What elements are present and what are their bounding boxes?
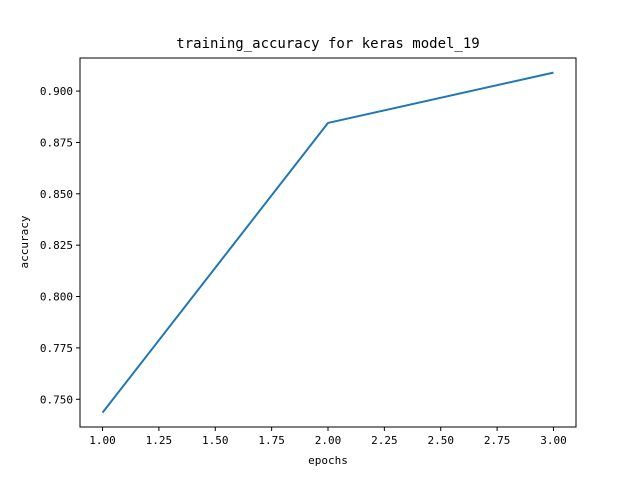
- y-tick-label: 0.775: [40, 342, 73, 355]
- x-tick-label: 1.50: [202, 434, 229, 447]
- x-tick-label: 2.50: [427, 434, 454, 447]
- plot-area: 1.00 1.25 1.50 1.75 2.00 2.25 2.50 2.75 3.00 0.7…: [40, 57, 577, 447]
- series-line-0: [101, 71, 554, 414]
- x-tick-label: 3.00: [540, 434, 567, 447]
- x-tick-label: 2.75: [484, 434, 511, 447]
- y-tick-label: 0.750: [40, 393, 73, 406]
- chart-title: training_accuracy for keras model_19: [176, 36, 479, 52]
- plot-frame: [79, 57, 577, 428]
- y-axis-label: accuracy: [18, 215, 31, 268]
- y-tick-label: 0.800: [40, 291, 73, 304]
- y-tick-label: 0.875: [40, 136, 73, 149]
- x-tick-label: 1.75: [258, 434, 285, 447]
- x-axis: 1.00 1.25 1.50 1.75 2.00 2.25 2.50 2.75 3.00: [89, 427, 567, 447]
- x-axis-label: epochs: [308, 454, 348, 467]
- y-tick-label: 0.825: [40, 239, 73, 252]
- y-axis: 0.750 0.775 0.800 0.825 0.850 0.875 0.900: [40, 85, 80, 406]
- series-layer: [101, 71, 554, 414]
- y-tick-label: 0.850: [40, 188, 73, 201]
- x-tick-label: 1.25: [146, 434, 173, 447]
- x-tick-label: 2.25: [371, 434, 398, 447]
- y-tick-label: 0.900: [40, 85, 73, 98]
- x-tick-label: 1.00: [89, 434, 116, 447]
- x-tick-label: 2.00: [315, 434, 342, 447]
